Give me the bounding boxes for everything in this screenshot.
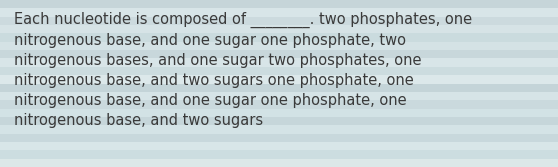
Bar [0, 25, 558, 33]
Bar [0, 42, 558, 50]
Bar [0, 58, 558, 67]
Bar [0, 33, 558, 42]
Bar [0, 75, 558, 84]
Bar [0, 117, 558, 125]
Bar [0, 142, 558, 150]
Text: Each nucleotide is composed of ________. two phosphates, one
nitrogenous base, a: Each nucleotide is composed of ________.… [14, 12, 472, 128]
Bar [0, 0, 558, 8]
Bar [0, 134, 558, 142]
Bar [0, 109, 558, 117]
Bar [0, 50, 558, 58]
Bar [0, 100, 558, 109]
Bar [0, 159, 558, 167]
Bar [0, 17, 558, 25]
Bar [0, 67, 558, 75]
Bar [0, 150, 558, 159]
Bar [0, 125, 558, 134]
Bar [0, 8, 558, 17]
Bar [0, 84, 558, 92]
Bar [0, 92, 558, 100]
